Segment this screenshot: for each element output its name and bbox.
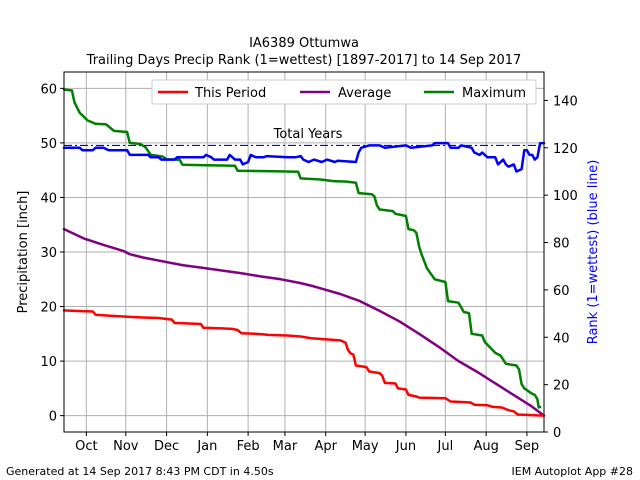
y-right-tick-label: 20 xyxy=(553,379,570,394)
x-tick-label: Jul xyxy=(437,439,454,454)
y-right-tick-label: 140 xyxy=(553,94,578,109)
chart-title-line1: IA6389 Ottumwa xyxy=(249,36,359,51)
y-right-tick-label: 0 xyxy=(553,426,561,441)
y-axis-left: 0 10 20 30 40 50 60 xyxy=(40,82,64,425)
x-tick-label: Nov xyxy=(113,439,139,454)
x-tick-label: Aug xyxy=(473,439,498,454)
x-tick-label: Feb xyxy=(237,439,260,454)
y-left-tick-label: 50 xyxy=(40,137,57,152)
series-this-period xyxy=(62,309,546,417)
series-rank xyxy=(62,141,546,173)
y-axis-left-label: Precipitation [inch] xyxy=(16,191,31,314)
x-axis: Oct Nov Dec Jan Feb Mar Apr May Jun Jul Aug Sep xyxy=(75,432,539,454)
legend: This Period Average Maximum xyxy=(151,79,537,105)
x-tick-label: Oct xyxy=(75,439,97,454)
y-right-tick-label: 80 xyxy=(553,237,570,252)
y-right-tick-label: 60 xyxy=(553,284,570,299)
y-right-tick-label: 120 xyxy=(553,142,578,157)
y-axis-right: 0 20 40 60 80 100 120 140 xyxy=(544,94,578,441)
x-tick-label: May xyxy=(352,439,379,454)
x-tick-label: Mar xyxy=(273,439,298,454)
x-tick-label: Dec xyxy=(154,439,179,454)
x-tick-label: Jun xyxy=(395,439,416,454)
legend-label-this-period: This Period xyxy=(194,86,266,101)
y-left-tick-label: 30 xyxy=(40,246,57,261)
y-left-tick-label: 40 xyxy=(40,191,57,206)
series-maximum xyxy=(62,88,542,409)
x-tick-label: Jan xyxy=(196,439,217,454)
legend-box xyxy=(151,79,537,105)
y-right-tick-label: 100 xyxy=(553,189,578,204)
series-average xyxy=(62,227,546,417)
footer-app: IEM Autoplot App #28 xyxy=(512,465,634,478)
y-axis-right-label: Rank (1=wettest) (blue line) xyxy=(586,160,601,345)
y-right-tick-label: 40 xyxy=(553,331,570,346)
x-tick-label: Sep xyxy=(515,439,540,454)
y-left-tick-label: 20 xyxy=(40,301,57,316)
series-layer xyxy=(62,88,546,417)
footer-generated: Generated at 14 Sep 2017 8:43 PM CDT in … xyxy=(6,465,274,478)
chart-title-line2: Trailing Days Precip Rank (1=wettest) [1… xyxy=(86,53,522,68)
y-left-tick-label: 0 xyxy=(49,410,57,425)
legend-label-maximum: Maximum xyxy=(462,86,526,101)
x-tick-label: Apr xyxy=(314,439,337,454)
legend-label-average: Average xyxy=(338,86,391,101)
y-left-tick-label: 60 xyxy=(40,82,57,97)
y-left-tick-label: 10 xyxy=(40,355,57,370)
total-years-label: Total Years xyxy=(273,127,343,142)
